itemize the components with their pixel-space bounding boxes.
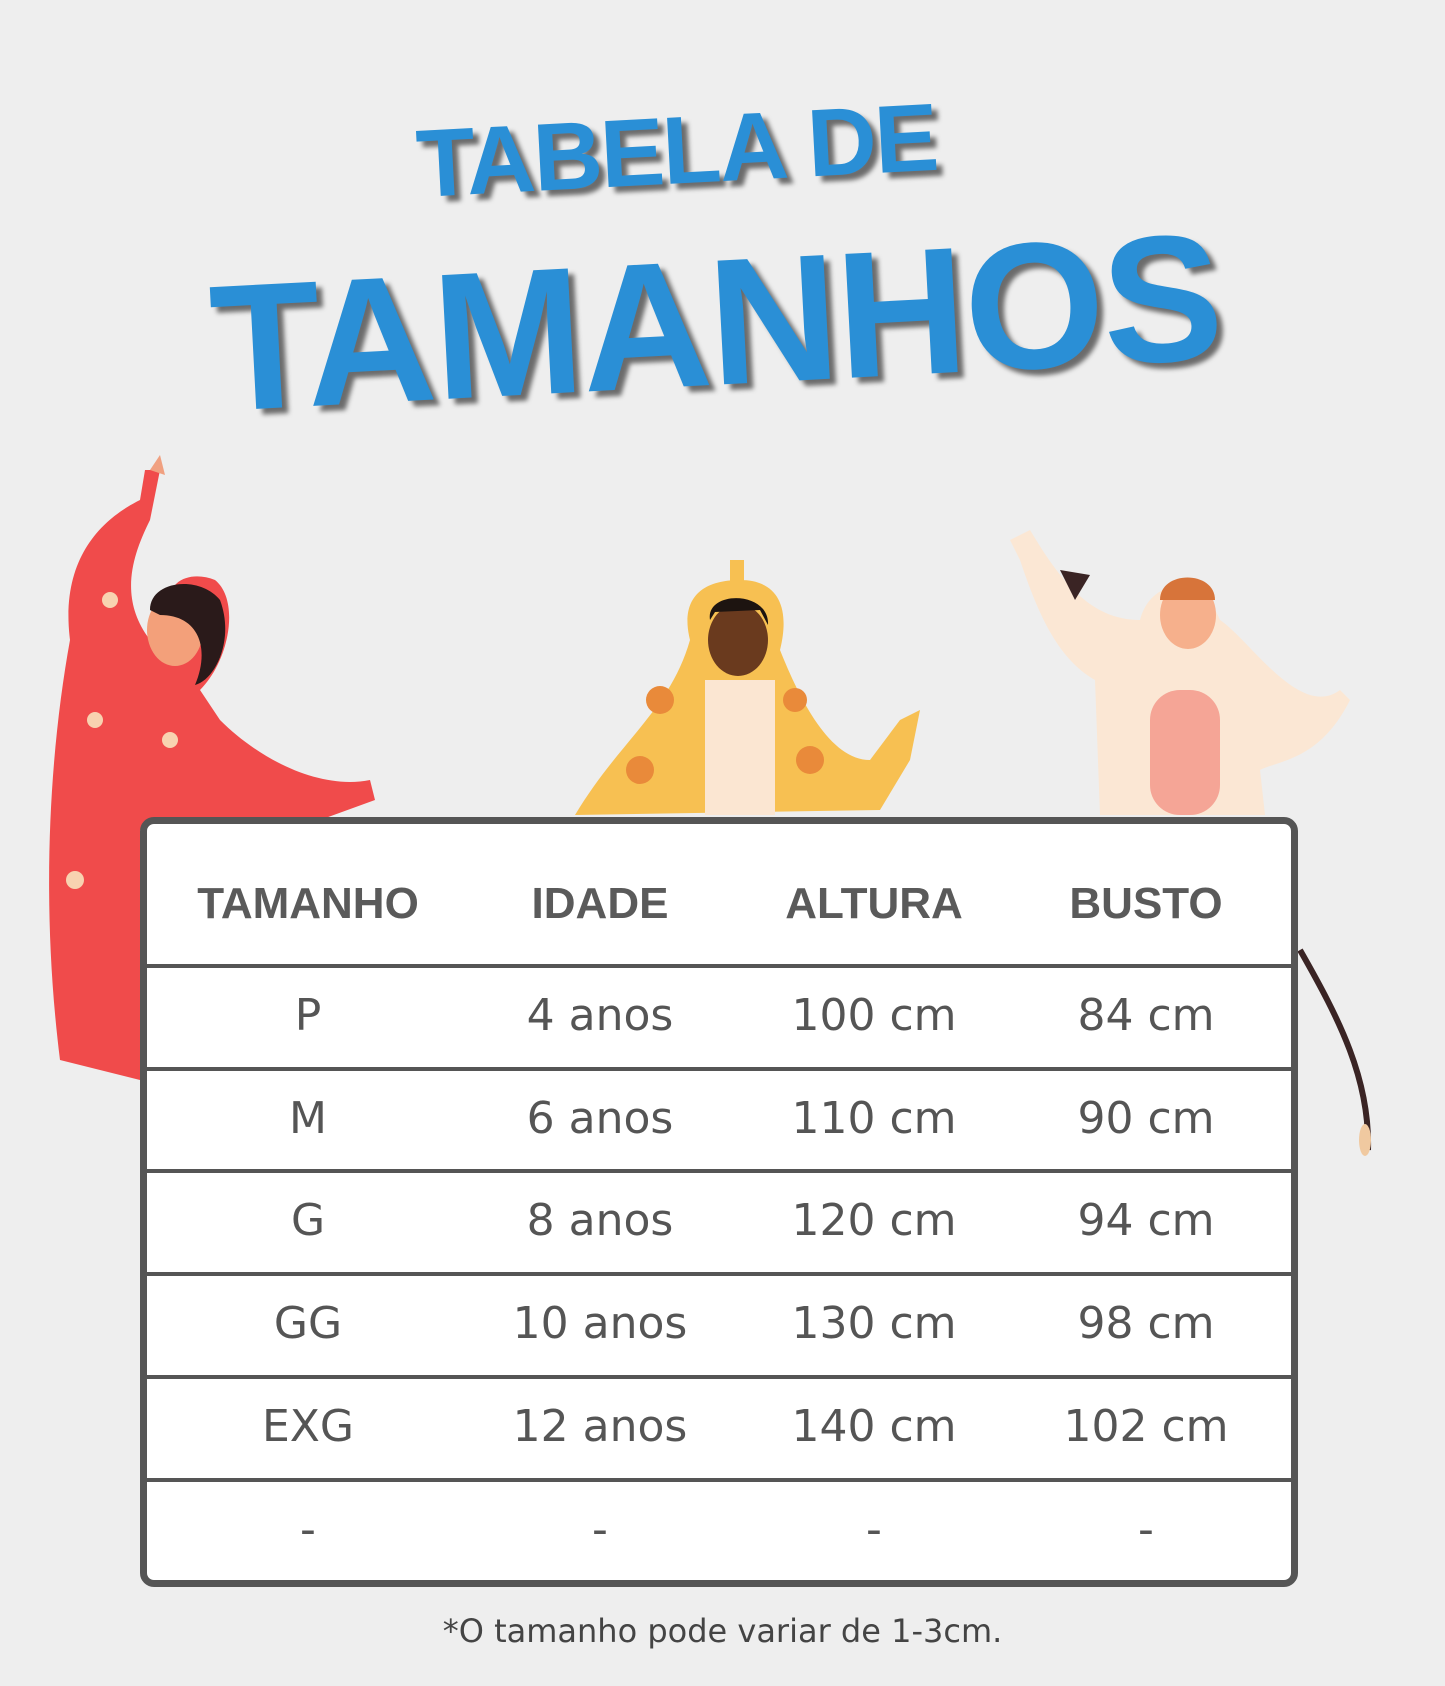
table-row: GG 10 anos 130 cm 98 cm xyxy=(147,1272,1291,1375)
table-row: EXG 12 anos 140 cm 102 cm xyxy=(147,1375,1291,1478)
boy-cow-onesie-illustration xyxy=(1010,530,1372,1156)
table-row: P 4 anos 100 cm 84 cm xyxy=(147,964,1291,1067)
table-cell: 98 cm xyxy=(1077,1298,1215,1349)
table-cell: 120 cm xyxy=(791,1195,957,1246)
table-cell: M xyxy=(289,1093,327,1144)
table-cell: 8 anos xyxy=(526,1195,674,1246)
header-idade: IDADE xyxy=(531,879,669,928)
woman-red-cat-onesie-illustration xyxy=(49,455,376,1080)
table-cell: GG xyxy=(273,1298,343,1349)
table-cell: 110 cm xyxy=(791,1093,957,1144)
table-cell: - xyxy=(1138,1504,1154,1555)
table-cell: - xyxy=(592,1504,608,1555)
table-cell: 6 anos xyxy=(526,1093,674,1144)
table-cell: EXG xyxy=(261,1401,355,1452)
table-cell: P xyxy=(294,990,322,1041)
table-cell: 140 cm xyxy=(791,1401,957,1452)
header-tamanho: TAMANHO xyxy=(197,879,419,928)
table-cell: - xyxy=(866,1504,882,1555)
table-cell: G xyxy=(290,1195,326,1246)
table-cell: 4 anos xyxy=(526,990,674,1041)
size-table: TAMANHO IDADE ALTURA BUSTO P 4 anos 100 cm… xyxy=(140,817,1298,1587)
table-cell: 12 anos xyxy=(512,1401,688,1452)
table-cell: 84 cm xyxy=(1077,990,1215,1041)
table-cell: - xyxy=(300,1504,316,1555)
table-header-row: TAMANHO IDADE ALTURA BUSTO xyxy=(147,824,1291,971)
table-row: ---- xyxy=(147,1478,1291,1580)
table-cell: 130 cm xyxy=(791,1298,957,1349)
table-cell: 94 cm xyxy=(1077,1195,1215,1246)
table-row: M 6 anos 110 cm 90 cm xyxy=(147,1067,1291,1169)
girl-giraffe-onesie-illustration xyxy=(575,560,920,815)
table-cell: 10 anos xyxy=(512,1298,688,1349)
table-cell: 102 cm xyxy=(1063,1401,1229,1452)
table-row: G 8 anos 120 cm 94 cm xyxy=(147,1169,1291,1272)
header-busto: BUSTO xyxy=(1069,879,1223,928)
table-cell: 90 cm xyxy=(1077,1093,1215,1144)
header-altura: ALTURA xyxy=(785,879,963,928)
table-cell: 100 cm xyxy=(791,990,957,1041)
footnote: *O tamanho pode variar de 1-3cm. xyxy=(442,1612,1003,1650)
